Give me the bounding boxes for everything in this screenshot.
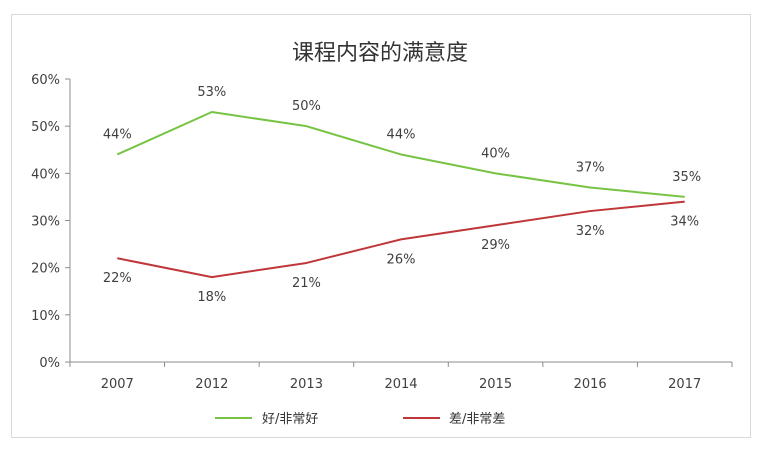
data-label: 44% (387, 127, 416, 142)
data-label: 32% (576, 224, 605, 239)
y-tick-label: 50% (31, 120, 60, 135)
y-tick-label: 60% (31, 73, 60, 88)
data-label: 29% (481, 238, 510, 253)
data-label: 37% (576, 160, 605, 175)
data-label: 40% (481, 146, 510, 161)
y-tick-label: 10% (31, 309, 60, 324)
legend-item-2: 差/非常差 (403, 412, 505, 427)
x-tick-label: 2017 (668, 377, 701, 392)
legend-label: 好/非常好 (262, 412, 318, 427)
legend-label: 差/非常差 (449, 412, 505, 427)
y-tick-label: 0% (39, 356, 60, 371)
series-1: 44% 53% 50% 44% 40% 37% 35% (103, 85, 701, 198)
series-line (116, 111, 685, 198)
data-label: 21% (292, 276, 321, 291)
legend: 好/非常好 差/非常差 (215, 412, 505, 427)
data-label: 53% (197, 85, 226, 100)
x-tick-label: 2013 (290, 377, 323, 392)
y-tick-label: 40% (31, 167, 60, 182)
data-label: 18% (197, 290, 226, 305)
data-label: 50% (292, 99, 321, 114)
data-label: 44% (103, 127, 132, 142)
series-line (117, 200, 685, 279)
x-tick-label: 2014 (384, 377, 417, 392)
x-tick-label: 2007 (101, 377, 134, 392)
axes: 0% 10% 20% 30% 40% 50% 60% 2007 2012 2013 2014 2015… (31, 73, 733, 392)
x-tick-label: 2016 (574, 377, 607, 392)
data-label: 34% (670, 215, 699, 230)
y-tick-label: 30% (31, 215, 60, 230)
data-label: 35% (672, 170, 701, 185)
y-tick-label: 20% (31, 262, 60, 277)
x-tick-label: 2012 (195, 377, 228, 392)
series-2: 22% 18% 21% 26% 29% 32% 34% (103, 200, 699, 305)
chart-frame (11, 14, 751, 438)
data-label: 22% (103, 271, 132, 286)
legend-item-1: 好/非常好 (215, 412, 318, 427)
chart-title: 课程内容的满意度 (292, 41, 468, 66)
x-tick-label: 2015 (479, 377, 512, 392)
data-label: 26% (387, 252, 416, 267)
series-layer: 44% 53% 50% 44% 40% 37% 35% 22% 18% 21% 26% 29% 32% 3… (103, 85, 701, 305)
